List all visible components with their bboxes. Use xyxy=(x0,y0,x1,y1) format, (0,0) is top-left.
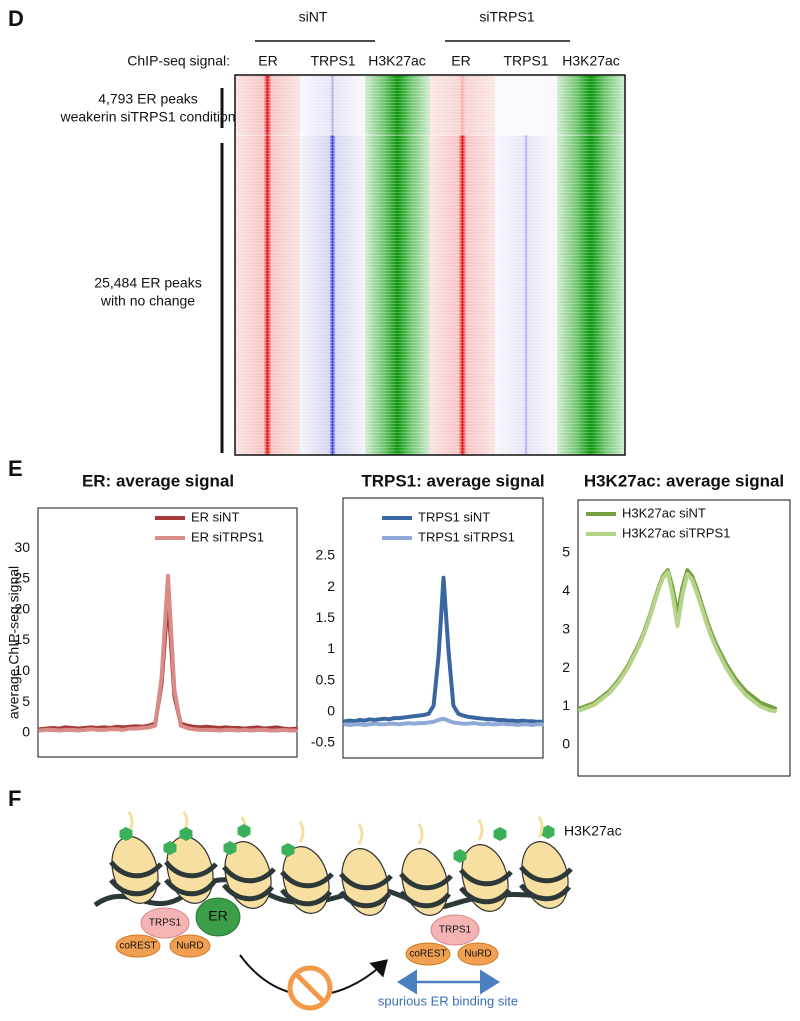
y-tick-label: 5 xyxy=(562,544,570,560)
y-tick-label: 0.5 xyxy=(316,671,336,687)
group-label: siTRPS1 xyxy=(479,9,534,25)
chart-title: TRPS1: average signal xyxy=(361,471,544,490)
acetyl-mark xyxy=(493,827,507,841)
protein-nurd xyxy=(457,942,499,966)
protein-nurd xyxy=(169,934,211,958)
column-label: H3K27ac xyxy=(368,53,426,69)
y-tick-label: 5 xyxy=(22,693,30,709)
series-line xyxy=(38,595,298,732)
y-tick-label: 20 xyxy=(14,600,30,616)
nucleosome xyxy=(105,812,165,909)
series-line xyxy=(38,573,298,733)
heatmap-frame xyxy=(234,74,626,456)
column-label: ER xyxy=(451,53,470,69)
series-line xyxy=(578,568,777,711)
plot-frame xyxy=(342,497,544,759)
y-tick-label: 30 xyxy=(14,539,30,555)
cluster-label: with no change xyxy=(100,293,195,309)
y-tick-label: -0.5 xyxy=(311,734,335,750)
legend-label: ER siTRPS1 xyxy=(191,529,264,544)
y-axis-label: average ChIP-seq signal xyxy=(6,566,22,719)
protein-label: coREST xyxy=(119,941,156,952)
y-tick-label: 15 xyxy=(14,631,30,647)
acetyl-mark xyxy=(237,824,251,838)
plot-frame xyxy=(37,507,298,758)
series-line xyxy=(578,570,777,714)
series-line xyxy=(343,575,544,724)
legend-label: ER siNT xyxy=(191,509,239,524)
nucleosome xyxy=(335,824,395,921)
heatmap xyxy=(234,74,626,456)
panel-label: E xyxy=(8,456,23,481)
y-tick-label: 25 xyxy=(14,570,30,586)
protein-label: NuRD xyxy=(464,949,491,960)
column-label: ER xyxy=(258,53,277,69)
legend-label: H3K27ac siTRPS1 xyxy=(622,525,730,540)
site-label: spurious ER binding site xyxy=(378,993,518,1008)
y-tick-label: 0 xyxy=(562,736,570,752)
nucleosome xyxy=(160,812,220,909)
y-tick-label: 0 xyxy=(327,703,335,719)
prohibited-slash xyxy=(294,972,326,1004)
cluster-label: weakerin siTRPS1 condition xyxy=(59,109,235,125)
protein-label: coREST xyxy=(409,949,446,960)
legend-label: H3K27ac xyxy=(564,823,622,839)
protein-label: TRPS1 xyxy=(439,925,472,936)
protein-label: NuRD xyxy=(176,941,203,952)
heatmap-texture xyxy=(235,75,625,455)
column-label: TRPS1 xyxy=(503,53,548,69)
y-tick-label: 1 xyxy=(327,640,335,656)
y-tick-label: 1.5 xyxy=(316,609,336,625)
legend-label: TRPS1 siNT xyxy=(418,509,490,524)
protein-corest xyxy=(115,934,161,958)
panel-label: F xyxy=(8,786,21,811)
y-tick-label: 2 xyxy=(562,659,570,675)
chart-title: ER: average signal xyxy=(82,471,234,490)
chromatin-diagram: TRPS1 ER coREST NuRD TRPS1 coREST NuRD s… xyxy=(93,812,575,1011)
line-charts: ER: average signal average ChIP-seq signa… xyxy=(6,471,791,777)
protein-trps1 xyxy=(430,914,480,946)
y-tick-label: 3 xyxy=(562,620,570,636)
y-tick-label: 0 xyxy=(22,724,30,740)
y-tick-label: 2.5 xyxy=(316,547,336,563)
legend-label: TRPS1 siTRPS1 xyxy=(418,529,515,544)
y-tick-label: 1 xyxy=(562,697,570,713)
column-label: H3K27ac xyxy=(562,53,620,69)
row-header: ChIP-seq signal: xyxy=(127,53,230,69)
legend-label: H3K27ac siNT xyxy=(622,505,706,520)
protein-er xyxy=(195,897,241,937)
y-tick-label: 4 xyxy=(562,582,570,598)
cluster-label: 4,793 ER peaks xyxy=(98,91,198,107)
protein-corest xyxy=(405,942,451,966)
panel-label: D xyxy=(8,6,24,31)
y-tick-label: 10 xyxy=(14,662,30,678)
nucleosome xyxy=(276,822,336,919)
protein-trps1 xyxy=(140,907,190,939)
chart-title: H3K27ac: average signal xyxy=(584,471,784,490)
series-line xyxy=(343,716,544,727)
column-label: TRPS1 xyxy=(310,53,355,69)
plot-frame xyxy=(577,499,791,777)
y-tick-label: 2 xyxy=(327,578,335,594)
cluster-label: 25,484 ER peaks xyxy=(94,275,201,291)
protein-label: TRPS1 xyxy=(149,918,182,929)
group-label: siNT xyxy=(299,9,328,25)
protein-label: ER xyxy=(208,908,227,924)
